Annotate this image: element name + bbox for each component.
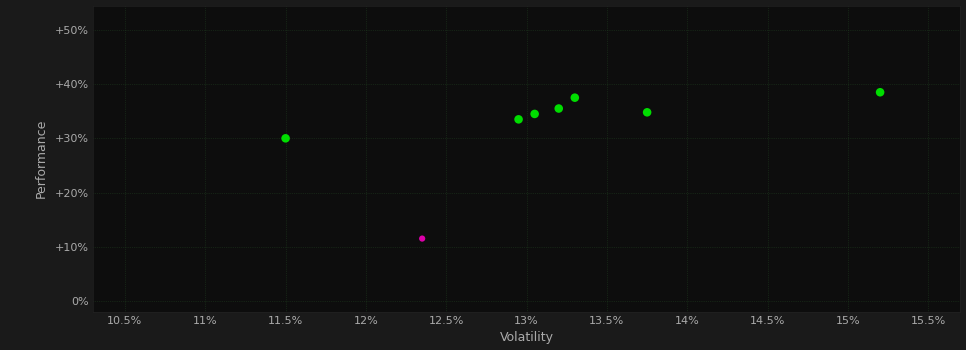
Point <box>511 117 526 122</box>
Point <box>639 110 655 115</box>
Point <box>526 111 542 117</box>
Point <box>872 90 888 95</box>
Y-axis label: Performance: Performance <box>35 119 47 198</box>
Point <box>551 106 566 111</box>
Point <box>414 236 430 241</box>
Point <box>278 135 294 141</box>
Point <box>567 95 582 100</box>
X-axis label: Volatility: Volatility <box>499 331 554 344</box>
